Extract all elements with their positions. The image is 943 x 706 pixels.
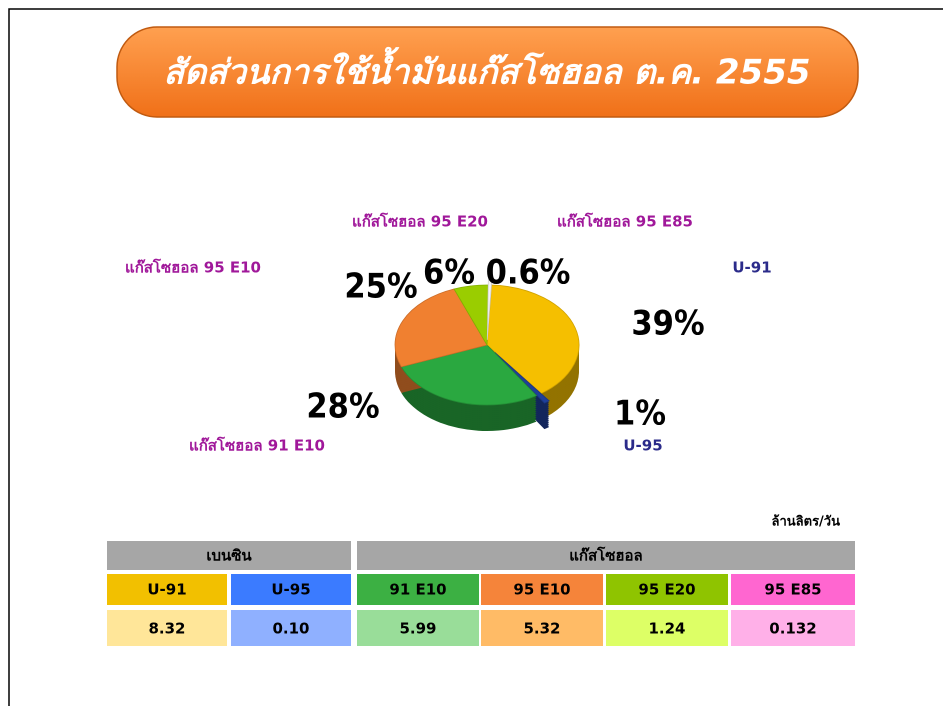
title: สัดส่วนการใช้น้ำมันแก๊สโซฮอล ต.ค. 2555 [163,47,810,93]
header-label: U-91 [147,581,186,599]
group-label: แก๊สโซฮอล [569,546,643,565]
value-label: 1.24 [648,620,685,638]
header-label: 95 E20 [638,581,695,599]
slice-name: แก๊สโซฮอล 95 E20 [352,212,488,231]
percent-label: 25% [344,267,417,307]
header-cell [357,574,479,605]
slice-name: แก๊สโซฮอล 91 E10 [189,436,325,455]
value-cell [481,610,603,646]
percent-label: 28% [306,387,379,427]
percent-label: 39% [631,304,704,344]
header-label: 95 E10 [513,581,570,599]
value-cell [357,610,479,646]
pie-slice [494,352,550,404]
pie-slice [400,344,538,406]
header-cell [731,574,855,605]
value-label: 5.32 [523,620,560,638]
value-cell [606,610,728,646]
group-header [357,541,855,570]
slice-name: U-95 [623,437,662,455]
slice-name: U-91 [732,259,771,277]
header-label: 91 E10 [389,581,446,599]
pie-slice [394,288,488,368]
percent-label: 6% [423,253,475,293]
frame [8,8,943,706]
percent-label: 1% [614,394,666,434]
header-cell [606,574,728,605]
header-label: 95 E85 [764,581,821,599]
pie-slice [486,279,493,340]
value-label: 5.99 [399,620,436,638]
group-header [107,541,351,570]
value-cell [231,610,351,646]
header-cell [107,574,227,605]
slice-name: แก๊สโซฮอล 95 E85 [557,212,693,231]
header-cell [481,574,603,605]
value-label: 0.10 [272,620,309,638]
value-label: 8.32 [148,620,185,638]
value-label: 0.132 [769,620,816,638]
group-label: เบนซิน [206,547,252,565]
pie-slice [486,284,580,394]
unit-label: ล้านลิตร/วัน [772,514,841,530]
header-cell [231,574,351,605]
value-cell [107,610,227,646]
title-box [116,26,859,118]
pie: 39% U-91 1% U-95 28% แก๊สโซฮอล 91 E10 25% แก๊สโ… [125,212,772,455]
percent-label: 0.6% [486,253,571,293]
header-label: U-95 [271,581,310,599]
value-cell [731,610,855,646]
slice-name: แก๊สโซฮอล 95 E10 [125,258,261,277]
